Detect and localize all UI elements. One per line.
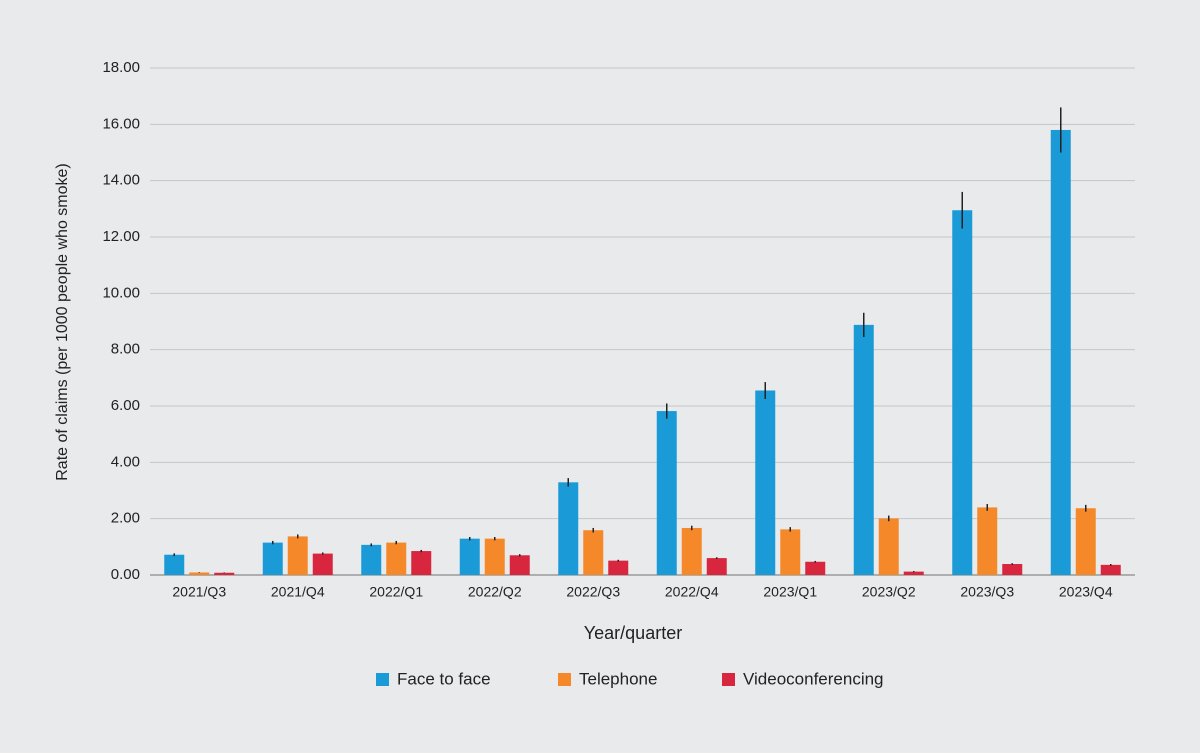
legend-swatch xyxy=(558,673,571,686)
x-axis-label: Year/quarter xyxy=(584,623,682,643)
y-tick-label: 10.00 xyxy=(102,284,140,301)
bar xyxy=(287,536,308,575)
bar xyxy=(608,560,629,575)
bar xyxy=(189,572,210,575)
x-tick-label: 2022/Q3 xyxy=(566,584,620,600)
bar xyxy=(853,324,874,575)
bar xyxy=(1075,508,1096,575)
bar xyxy=(706,558,727,575)
legend-label: Telephone xyxy=(579,669,657,688)
bar xyxy=(977,507,998,575)
legend-swatch xyxy=(376,673,389,686)
bar xyxy=(361,544,382,575)
bar xyxy=(164,554,185,575)
bar xyxy=(656,411,677,575)
bar xyxy=(681,527,702,575)
y-tick-label: 4.00 xyxy=(111,453,140,470)
x-tick-label: 2022/Q1 xyxy=(369,584,423,600)
bar xyxy=(484,538,505,575)
x-tick-label: 2023/Q3 xyxy=(960,584,1014,600)
y-tick-label: 16.00 xyxy=(102,115,140,132)
bar xyxy=(952,210,973,575)
x-tick-label: 2022/Q2 xyxy=(468,584,522,600)
bar xyxy=(262,542,283,575)
legend-swatch xyxy=(722,673,735,686)
y-tick-label: 18.00 xyxy=(102,59,140,76)
bar xyxy=(1100,564,1121,575)
bar xyxy=(214,572,235,575)
x-tick-label: 2023/Q1 xyxy=(763,584,817,600)
bar xyxy=(583,530,604,575)
bar xyxy=(1002,564,1023,575)
bar xyxy=(509,555,530,575)
bar xyxy=(903,571,924,575)
x-tick-label: 2021/Q4 xyxy=(271,584,325,600)
bar xyxy=(878,518,899,575)
bar xyxy=(459,538,480,575)
x-tick-label: 2023/Q4 xyxy=(1059,584,1113,600)
y-tick-label: 2.00 xyxy=(111,510,140,527)
bar xyxy=(1050,129,1071,575)
bar xyxy=(558,482,579,575)
bar xyxy=(780,529,801,575)
y-tick-label: 14.00 xyxy=(102,172,140,189)
x-tick-label: 2022/Q4 xyxy=(665,584,719,600)
bar xyxy=(755,390,776,575)
x-tick-label: 2023/Q2 xyxy=(862,584,916,600)
y-tick-label: 8.00 xyxy=(111,341,140,358)
bar xyxy=(805,561,826,575)
y-tick-label: 6.00 xyxy=(111,397,140,414)
y-axis-label: Rate of claims (per 1000 people who smok… xyxy=(54,163,71,481)
bar xyxy=(411,551,432,575)
legend-label: Face to face xyxy=(397,669,491,688)
legend-label: Videoconferencing xyxy=(743,669,884,688)
x-tick-label: 2021/Q3 xyxy=(172,584,226,600)
y-tick-label: 12.00 xyxy=(102,228,140,245)
bar xyxy=(312,553,333,575)
bar xyxy=(386,542,407,575)
y-tick-label: 0.00 xyxy=(111,566,140,583)
